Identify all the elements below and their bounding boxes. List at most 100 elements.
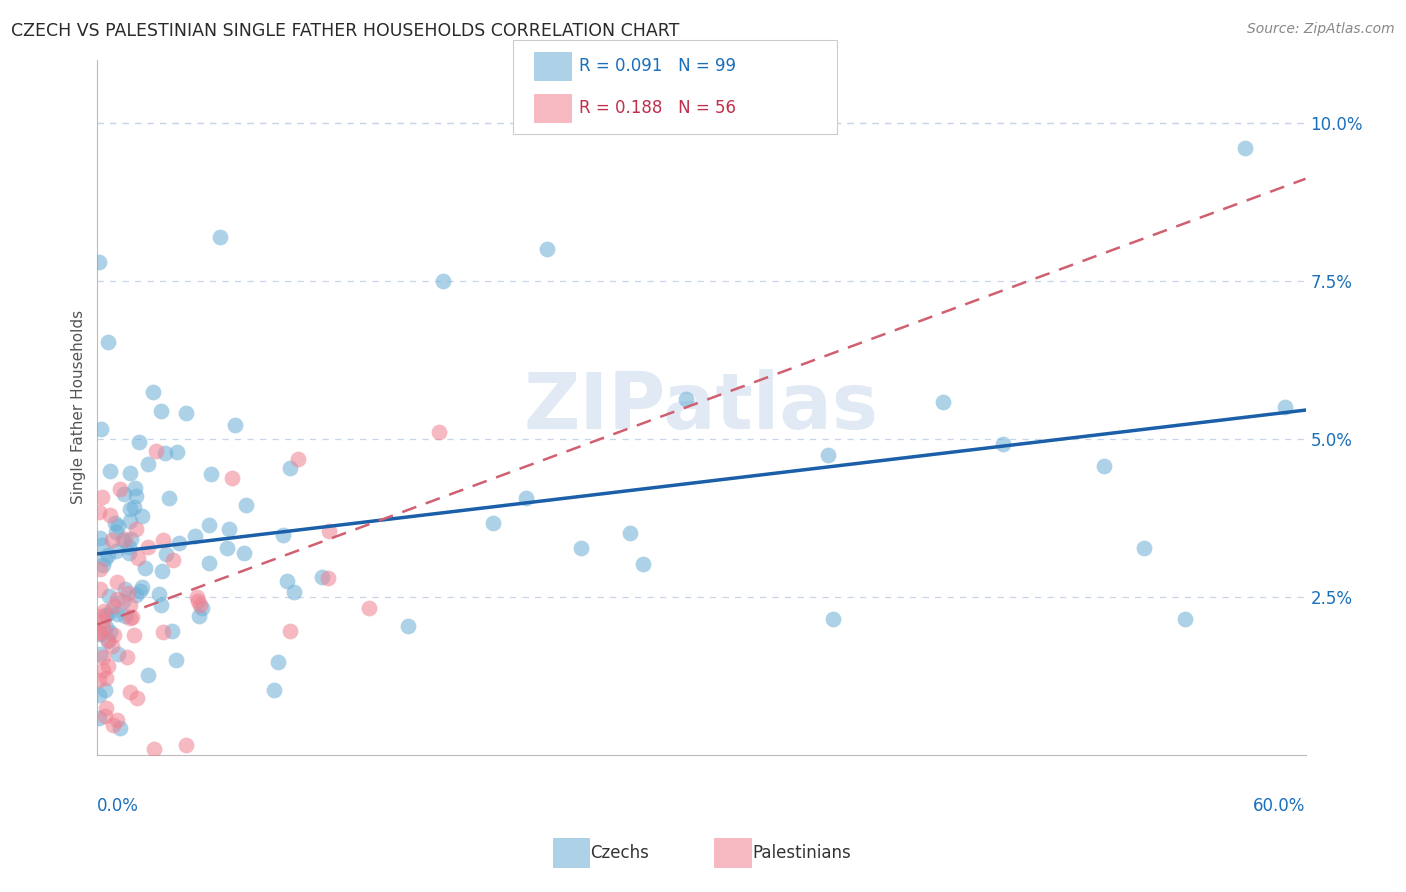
Point [142, 385, 165, 400]
Point [117, 649, 139, 664]
Point [569, 541, 592, 555]
Point [103, 516, 125, 530]
Point [89, 625, 111, 640]
Point [396, 619, 419, 633]
Point [125, 588, 148, 602]
Point [91, 614, 114, 628]
Point [162, 624, 184, 639]
Point [89, 505, 111, 519]
Point [105, 591, 128, 606]
Point [91, 490, 114, 504]
Point [200, 467, 222, 481]
Point [215, 541, 238, 556]
Point [283, 585, 305, 599]
Point [108, 483, 131, 497]
Point [129, 584, 152, 599]
Point [120, 532, 142, 546]
Point [117, 586, 139, 600]
Text: Czechs: Czechs [591, 844, 650, 862]
Point [267, 655, 290, 669]
Point [1174, 612, 1197, 626]
Point [131, 509, 153, 524]
Point [124, 481, 146, 495]
Point [821, 612, 844, 626]
Point [427, 425, 450, 439]
Point [103, 599, 125, 613]
Point [105, 543, 128, 558]
Point [91, 621, 114, 635]
Point [186, 590, 208, 604]
Point [136, 457, 159, 471]
Point [100, 533, 122, 547]
Point [1092, 459, 1115, 474]
Point [110, 721, 132, 735]
Point [89, 255, 111, 269]
Point [278, 461, 301, 475]
Point [235, 498, 257, 512]
Point [271, 528, 294, 542]
Point [94, 682, 117, 697]
Point [276, 574, 298, 588]
Point [233, 546, 256, 560]
Text: ZIPatlas: ZIPatlas [524, 369, 879, 445]
Point [993, 437, 1015, 451]
Point [148, 587, 170, 601]
Point [105, 525, 128, 540]
Point [105, 574, 128, 589]
Point [89, 647, 111, 661]
Point [932, 395, 955, 409]
Point [114, 532, 136, 546]
Text: Palestinians: Palestinians [752, 844, 851, 862]
Point [91, 663, 114, 677]
Point [188, 609, 211, 624]
Point [145, 444, 167, 458]
Point [122, 500, 145, 515]
Point [152, 533, 174, 547]
Point [263, 682, 285, 697]
Point [111, 594, 134, 608]
Point [90, 609, 112, 624]
Point [93, 604, 115, 618]
Point [1274, 400, 1296, 414]
Point [89, 688, 111, 702]
Point [89, 582, 111, 597]
Point [316, 571, 339, 585]
Point [174, 406, 197, 420]
Point [817, 449, 839, 463]
Point [134, 561, 156, 575]
Point [162, 553, 184, 567]
Point [118, 685, 141, 699]
Point [89, 531, 111, 545]
Point [143, 741, 166, 756]
Point [128, 434, 150, 449]
Point [98, 624, 121, 639]
Point [103, 628, 125, 642]
Point [114, 582, 136, 597]
Text: R = 0.091   N = 99: R = 0.091 N = 99 [579, 57, 737, 75]
Point [157, 491, 180, 505]
Point [149, 403, 172, 417]
Point [98, 464, 121, 478]
Point [675, 392, 697, 406]
Point [97, 589, 120, 603]
Point [91, 649, 114, 664]
Point [105, 714, 128, 728]
Point [89, 710, 111, 724]
Point [186, 593, 208, 607]
Point [101, 639, 124, 653]
Point [97, 334, 120, 349]
Y-axis label: Single Father Households: Single Father Households [72, 310, 86, 504]
Point [107, 518, 129, 533]
Point [1133, 541, 1156, 556]
Point [188, 598, 211, 612]
Point [198, 517, 221, 532]
Point [136, 540, 159, 554]
Point [94, 709, 117, 723]
Point [114, 608, 136, 623]
Point [127, 691, 149, 706]
Point [89, 562, 111, 576]
Point [1234, 141, 1257, 155]
Point [121, 609, 143, 624]
Point [287, 452, 309, 467]
Point [118, 611, 141, 625]
